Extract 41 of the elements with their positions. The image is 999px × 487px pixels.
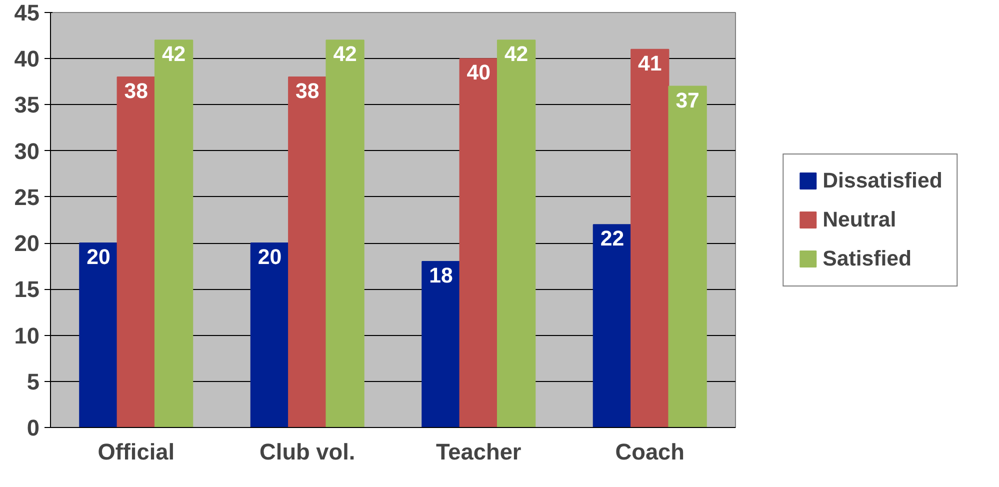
y-tick-label: 45: [14, 0, 40, 26]
data-label: 18: [429, 264, 453, 288]
bar: [459, 58, 498, 428]
bar: [630, 48, 670, 428]
x-tick-label: Coach: [615, 438, 685, 464]
y-tick-label: 30: [14, 138, 40, 164]
y-tick-label: 40: [14, 46, 40, 72]
x-tick-label: Teacher: [436, 438, 522, 464]
data-label: 37: [676, 88, 700, 112]
y-tick-label: 25: [14, 184, 40, 210]
y-tick-label: 35: [14, 92, 40, 118]
y-tick-label: 15: [14, 276, 40, 302]
y-tick-label: 5: [26, 368, 40, 394]
data-label: 20: [86, 245, 110, 270]
y-tick-label: 10: [14, 322, 40, 348]
bar: [154, 40, 194, 428]
data-label: 40: [466, 60, 490, 85]
data-label: 22: [600, 226, 624, 251]
bar: [592, 224, 632, 428]
bar: [422, 261, 460, 428]
legend-label: Satisfied: [822, 246, 912, 271]
bar: [326, 40, 364, 428]
x-tick-label: Club vol.: [260, 438, 356, 464]
bar: [288, 76, 327, 428]
data-label: 41: [638, 51, 662, 76]
y-tick-label: 20: [14, 230, 40, 256]
data-label: 20: [258, 245, 282, 270]
y-tick-label: 0: [26, 414, 40, 440]
bar: [116, 76, 156, 428]
data-label: 38: [124, 79, 148, 104]
data-label: 42: [162, 42, 186, 66]
data-label: 42: [504, 42, 528, 66]
bar: [79, 242, 118, 428]
bar: [668, 86, 707, 428]
data-label: 38: [296, 79, 320, 104]
bar: [250, 242, 290, 428]
bar: [496, 40, 536, 428]
data-label: 42: [333, 42, 357, 66]
legend-label: Dissatisfied: [822, 168, 942, 193]
x-tick-label: Official: [98, 438, 175, 464]
legend-label: Neutral: [822, 207, 896, 232]
